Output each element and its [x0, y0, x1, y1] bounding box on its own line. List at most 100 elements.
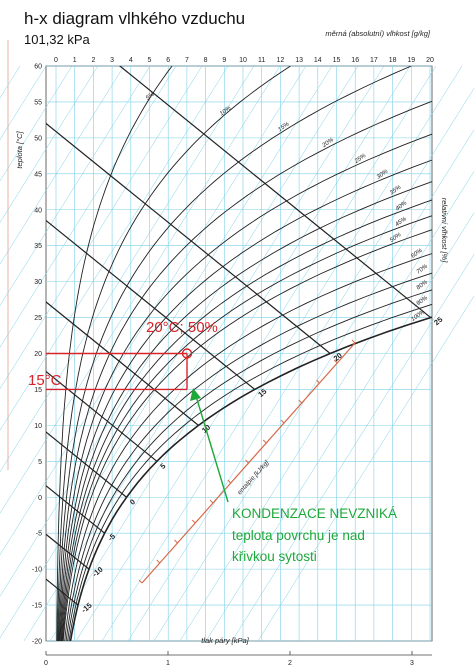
enthalpy-line-18 — [153, 129, 474, 642]
enthalpy-line-20 — [205, 212, 474, 642]
rh-label-12: 80% — [416, 279, 430, 291]
x-tick-1: 1 — [73, 57, 77, 64]
rh-label-9: 50% — [389, 232, 403, 244]
wet-bulb-line-7 — [46, 122, 331, 354]
wet-bulb-label-2: -5 — [106, 532, 117, 543]
rh-curves — [46, 66, 432, 641]
x-tick-20: 20 — [426, 57, 434, 64]
enthalpy-tick-0 — [138, 579, 143, 584]
y-tick-20: 20 — [34, 351, 42, 358]
enthalpy-tick-80 — [280, 419, 285, 424]
x-tick-11: 11 — [258, 57, 265, 64]
rh-label-10: 60% — [410, 248, 424, 260]
chart-pressure: 101,32 kPa — [24, 32, 91, 47]
bottom-tick-1: 1 — [166, 660, 170, 667]
enthalpy-line-19 — [179, 170, 474, 642]
enthalpy-line-16 — [101, 65, 463, 642]
y-tick-40: 40 — [34, 207, 42, 214]
rh-label-11: 70% — [416, 263, 430, 275]
rh-curve-90 — [68, 303, 432, 641]
enthalpy-line-22 — [257, 295, 474, 642]
x-tick-12: 12 — [277, 57, 285, 64]
x-tick-7: 7 — [185, 57, 189, 64]
wet-bulb-line-3 — [46, 431, 127, 498]
rh-label-2: 15% — [277, 121, 291, 133]
y-tick-60: 60 — [34, 64, 42, 71]
wet-bulb-label-6: 15 — [256, 387, 268, 399]
note-arrow-head — [190, 388, 201, 401]
wet-bulb-label-0: -15 — [80, 601, 94, 615]
chart-title: h-x diagram vlhkého vzduchu — [24, 9, 245, 28]
enthalpy-line-6 — [0, 65, 203, 390]
right-axis-label: relativní vlhkost [%] — [440, 198, 449, 264]
y-tick-35: 35 — [34, 243, 42, 250]
grid-lines — [0, 65, 474, 642]
rh-curve-100 — [69, 316, 432, 641]
wet-bulb-line-6 — [46, 219, 256, 390]
bottom-tick-3: 3 — [410, 660, 414, 667]
rh-label-0: 5% — [145, 91, 156, 101]
x-tick-13: 13 — [295, 57, 303, 64]
enthalpy-tick-70 — [262, 439, 267, 444]
bottom-tick-0: 0 — [44, 660, 48, 667]
wet-bulb-label-3: 0 — [128, 497, 137, 507]
enthalpy-line-2 — [0, 65, 99, 223]
rh-label-13: 90% — [416, 295, 430, 307]
enthalpy-line-14 — [49, 65, 411, 642]
enthalpy-line-13 — [23, 65, 385, 642]
x-tick-9: 9 — [222, 57, 226, 64]
y-tick-15: 15 — [34, 387, 42, 394]
note-arrow-shaft — [195, 395, 229, 503]
enthalpy-line-1 — [0, 65, 73, 182]
x-tick-6: 6 — [166, 57, 170, 64]
note-line-1: teplota povrchu je nad — [232, 528, 365, 543]
bottom-tick-2: 2 — [288, 660, 292, 667]
enthalpy-tick-110 — [333, 359, 338, 364]
enthalpy-tick-60 — [245, 459, 249, 464]
x-tick-0: 0 — [54, 57, 58, 64]
x-tick-10: 10 — [239, 57, 247, 64]
enthalpy-tick-10 — [156, 559, 161, 564]
wet-bulb-label-8: 25 — [432, 315, 444, 327]
note-heading: KONDENZACE NEVZNIKÁ — [232, 506, 397, 521]
enthalpy-tick-40 — [209, 499, 214, 504]
x-tick-15: 15 — [333, 57, 341, 64]
point-label: 20°C; 50% — [146, 319, 218, 336]
y-tick-5: 5 — [38, 459, 42, 466]
y-tick-45: 45 — [34, 171, 42, 178]
x-tick-16: 16 — [351, 57, 359, 64]
dewpoint-label: 15°C — [28, 372, 62, 389]
enthalpy-tick-50 — [227, 479, 232, 484]
x-tick-14: 14 — [314, 57, 322, 64]
y-tick-0: 0 — [38, 495, 42, 502]
wet-bulb-line-5 — [46, 301, 199, 426]
y-axis-label: teplota [°C] — [15, 130, 24, 168]
bottom-axis-label: tlak páry [kPa] — [201, 636, 249, 645]
enthalpy-tick-20 — [174, 539, 178, 544]
rh-curve-60 — [64, 253, 432, 641]
rh-curve-80 — [67, 289, 432, 641]
wet-bulb-label-1: -10 — [91, 565, 105, 579]
y-tick--10: -10 — [32, 567, 42, 574]
enthalpy-tick-30 — [191, 519, 196, 524]
enthalpy-line-4 — [0, 65, 151, 307]
note-line-2: křivkou sytosti — [232, 549, 317, 564]
x-tick-18: 18 — [389, 57, 397, 64]
annotations — [46, 348, 229, 503]
x-tick-5: 5 — [148, 57, 152, 64]
y-tick-25: 25 — [34, 315, 42, 322]
top-axis-label: měrná (absolutní) vlhkost [g/kg] — [325, 29, 431, 38]
y-tick--15: -15 — [32, 603, 42, 610]
wet-bulb-line-4 — [46, 370, 158, 462]
x-tick-2: 2 — [91, 57, 95, 64]
y-tick-50: 50 — [34, 135, 42, 142]
point-marker — [181, 348, 193, 359]
x-tick-4: 4 — [129, 57, 133, 64]
enthalpy-axis-label: entalpie [kJ/kg] — [236, 459, 270, 496]
wet-bulb-label-4: 5 — [158, 461, 167, 471]
enthalpy-tick-120 — [351, 339, 356, 344]
y-tick--5: -5 — [36, 531, 42, 538]
rh-label-7: 40% — [395, 200, 409, 212]
enthalpy-line-21 — [231, 254, 474, 642]
